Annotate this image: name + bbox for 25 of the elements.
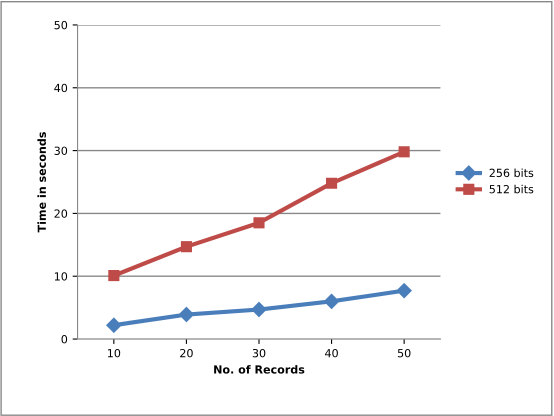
y-axis-title: Time in seconds <box>37 132 46 232</box>
point <box>324 294 340 309</box>
y-tick-label: 20 <box>54 209 68 218</box>
point <box>396 283 412 298</box>
y-tick-label: 30 <box>54 146 68 155</box>
y-tick-label: 10 <box>54 272 68 281</box>
point <box>398 146 410 158</box>
point <box>251 302 267 318</box>
y-tick-label: 0 <box>62 335 68 344</box>
point <box>108 270 120 282</box>
x-axis-title: No. of Records <box>214 365 304 374</box>
x-tick-label: 40 <box>325 348 338 358</box>
point <box>253 217 265 228</box>
x-tick-label: 20 <box>180 348 193 358</box>
x-tick-label: 30 <box>252 348 266 358</box>
legend-label: 256 bits <box>490 168 534 178</box>
x-tick-label: 10 <box>108 348 120 358</box>
point <box>180 241 192 252</box>
y-tick-label: 40 <box>54 84 68 92</box>
point <box>106 318 122 333</box>
legend-label: 512 bits <box>490 184 534 194</box>
point <box>326 178 338 189</box>
point <box>178 306 194 322</box>
x-tick-label: 50 <box>398 348 410 358</box>
y-tick-label: 50 <box>54 20 68 30</box>
